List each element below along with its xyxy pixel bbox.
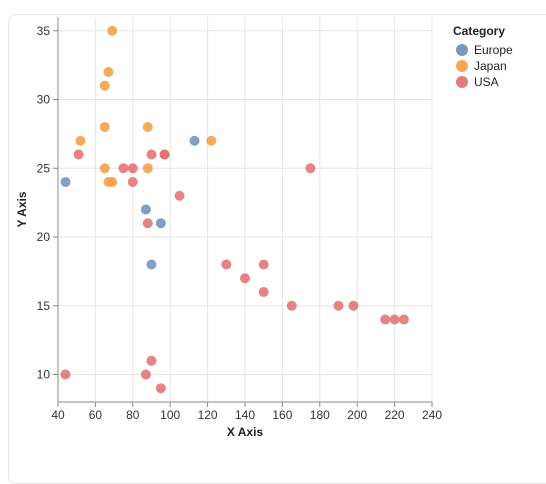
data-point-usa bbox=[258, 287, 269, 297]
y-tick-label: 10 bbox=[37, 368, 51, 382]
data-point-usa bbox=[333, 300, 344, 311]
grid bbox=[57, 17, 433, 402]
data-point-europe bbox=[140, 204, 151, 215]
legend: Category Europe Japan USA bbox=[453, 24, 513, 89]
x-tick-label: 40 bbox=[51, 408, 65, 422]
x-tick-label: 140 bbox=[235, 408, 255, 422]
scatter-chart: 40 60 80 100 120 140 160 180 200 220 240 10 15 20 25 30… bbox=[15, 17, 513, 439]
data-point-usa bbox=[380, 314, 391, 325]
x-tick-label: 120 bbox=[198, 408, 218, 422]
legend-label-japan: Japan bbox=[474, 59, 507, 73]
data-point-japan bbox=[206, 135, 217, 146]
data-point-usa bbox=[127, 163, 138, 174]
data-points bbox=[60, 25, 409, 394]
data-point-usa bbox=[389, 314, 400, 325]
data-point-usa bbox=[146, 149, 157, 160]
data-point-usa bbox=[142, 218, 153, 229]
legend-swatch-usa bbox=[456, 76, 468, 88]
x-tick-label: 160 bbox=[272, 408, 292, 422]
data-point-europe bbox=[155, 218, 166, 229]
data-point-usa bbox=[305, 163, 316, 174]
legend-label-usa: USA bbox=[474, 75, 499, 89]
data-point-usa bbox=[118, 163, 129, 174]
data-point-japan bbox=[99, 80, 110, 91]
legend-label-europe: Europe bbox=[474, 43, 513, 57]
data-point-japan bbox=[103, 67, 114, 77]
data-point-europe bbox=[146, 259, 157, 270]
data-point-usa bbox=[140, 369, 151, 380]
data-point-japan bbox=[99, 163, 110, 174]
data-point-japan bbox=[107, 25, 118, 36]
data-point-europe bbox=[60, 177, 71, 187]
data-point-japan bbox=[99, 122, 110, 132]
data-point-usa bbox=[174, 190, 185, 201]
legend-title: Category bbox=[453, 24, 505, 38]
data-point-usa bbox=[348, 300, 359, 311]
data-point-usa bbox=[73, 149, 84, 160]
data-point-usa bbox=[398, 314, 409, 325]
data-point-usa bbox=[240, 273, 250, 284]
data-point-usa bbox=[221, 259, 232, 270]
chart-card bbox=[8, 14, 546, 484]
data-point-usa bbox=[155, 383, 166, 394]
data-point-usa bbox=[159, 149, 170, 160]
y-tick-label: 30 bbox=[37, 93, 51, 107]
y-tick-label: 25 bbox=[37, 161, 51, 175]
data-point-europe bbox=[189, 135, 200, 146]
x-tick-label: 240 bbox=[422, 408, 442, 422]
legend-swatch-japan bbox=[456, 60, 468, 72]
x-tick-label: 80 bbox=[126, 408, 140, 422]
data-point-usa bbox=[146, 355, 157, 366]
y-tick-label: 35 bbox=[37, 24, 51, 38]
y-tick-label: 20 bbox=[37, 230, 51, 244]
axes: 40 60 80 100 120 140 160 180 200 220 240 10 15 20 25 30… bbox=[37, 17, 442, 422]
data-point-usa bbox=[60, 369, 71, 380]
data-point-japan bbox=[142, 163, 153, 174]
data-point-japan bbox=[75, 135, 86, 146]
data-point-usa bbox=[127, 177, 138, 187]
x-tick-label: 200 bbox=[347, 408, 367, 422]
y-axis-title: Y Axis bbox=[15, 191, 29, 227]
x-tick-label: 100 bbox=[160, 408, 180, 422]
data-point-usa bbox=[286, 300, 297, 311]
x-tick-label: 180 bbox=[310, 408, 330, 422]
data-point-usa bbox=[258, 259, 269, 270]
x-tick-label: 60 bbox=[89, 408, 103, 422]
x-axis-title: X Axis bbox=[227, 425, 264, 439]
x-tick-label: 220 bbox=[385, 408, 405, 422]
data-point-japan bbox=[142, 122, 153, 132]
y-tick-label: 15 bbox=[37, 299, 51, 313]
legend-swatch-europe bbox=[456, 44, 468, 56]
data-point-japan bbox=[107, 177, 118, 187]
